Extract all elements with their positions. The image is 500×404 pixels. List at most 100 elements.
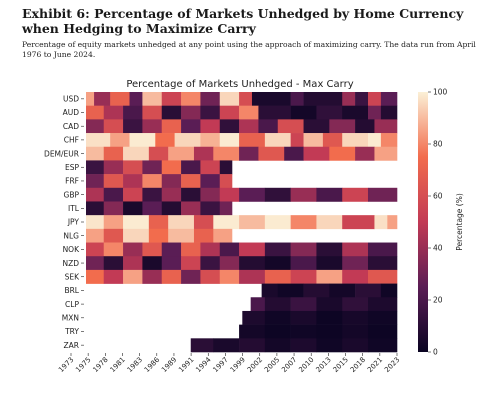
heatmap-cell-chf-10 bbox=[303, 133, 324, 148]
heatmap-cell-sek-8 bbox=[239, 269, 266, 284]
heatmap-cell-usd-1 bbox=[94, 92, 111, 106]
heatmap-cell-nzd-9 bbox=[264, 256, 291, 271]
heatmap-cell-jpy-8 bbox=[264, 215, 291, 230]
y-label-jpy: JPY bbox=[67, 218, 80, 227]
heatmap-cell-dem-eur-13 bbox=[374, 146, 398, 161]
heatmap-cell-gbp-7 bbox=[219, 187, 240, 202]
heatmap-cell-jpy-6 bbox=[213, 215, 240, 230]
heatmap-cell-zar-2 bbox=[239, 338, 266, 353]
heatmap-cell-frf-2 bbox=[123, 174, 143, 189]
heatmap-cell-frf-6 bbox=[200, 174, 221, 189]
x-label-1983: 1983 bbox=[126, 356, 144, 374]
heatmap-cell-clp-1 bbox=[264, 297, 291, 312]
heatmap-cell-sek-1 bbox=[103, 269, 124, 284]
heatmap-cell-dem-eur-3 bbox=[148, 146, 169, 161]
exhibit-header: Exhibit 6: Percentage of Markets Unhedge… bbox=[22, 6, 482, 60]
heatmap-cell-aud-1 bbox=[103, 105, 124, 120]
heatmap-cell-mxn-3 bbox=[316, 310, 343, 325]
heatmap-cell-nzd-3 bbox=[142, 256, 163, 271]
x-label-2015: 2015 bbox=[332, 356, 350, 374]
heatmap-cell-dem-eur-12 bbox=[355, 146, 375, 161]
heatmap-cell-frf-1 bbox=[103, 174, 124, 189]
x-label-1973: 1973 bbox=[57, 356, 75, 374]
heatmap-cell-brl-0 bbox=[261, 283, 279, 298]
heatmap-cell-jpy-4 bbox=[168, 215, 195, 230]
heatmap-cell-sek-12 bbox=[342, 269, 369, 284]
heatmap-cell-cad-4 bbox=[161, 119, 182, 134]
heatmap-cell-aud-7 bbox=[219, 105, 240, 120]
heatmap-cell-nzd-13 bbox=[367, 256, 398, 271]
heatmap-cell-nok-8 bbox=[239, 242, 266, 257]
heatmap-cell-jpy-11 bbox=[342, 215, 375, 230]
x-label-1986: 1986 bbox=[143, 355, 162, 374]
heatmap-cell-aud-5 bbox=[181, 105, 201, 120]
heatmap-cell-esp-6 bbox=[200, 160, 221, 175]
heatmap-cell-nzd-8 bbox=[239, 256, 266, 271]
heatmap-cell-nzd-6 bbox=[200, 256, 221, 271]
heatmap-cell-esp-1 bbox=[103, 160, 124, 175]
heatmap-cell-dem-eur-2 bbox=[123, 146, 150, 161]
x-label-1999: 1999 bbox=[229, 356, 247, 374]
heatmap-cell-zar-3 bbox=[264, 338, 291, 353]
heatmap-cell-clp-2 bbox=[290, 297, 317, 312]
heatmap-cell-nzd-12 bbox=[342, 256, 369, 271]
heatmap-cell-cad-9 bbox=[258, 119, 279, 134]
heatmap-cell-sek-10 bbox=[290, 269, 317, 284]
heatmap-cell-aud-2 bbox=[123, 105, 143, 120]
y-label-clp: CLP bbox=[65, 300, 79, 309]
y-label-try: TRY bbox=[64, 327, 79, 336]
heatmap-cell-try-0 bbox=[239, 324, 266, 339]
heatmap-cell-cad-0 bbox=[86, 119, 105, 134]
heatmap-cell-sek-0 bbox=[86, 269, 105, 284]
x-label-2018: 2018 bbox=[349, 356, 367, 374]
heatmap-cell-chf-6 bbox=[219, 133, 240, 148]
heatmap-cell-nok-6 bbox=[200, 242, 221, 257]
heatmap-cell-jpy-1 bbox=[103, 215, 124, 230]
heatmap-cell-jpy-13 bbox=[387, 215, 398, 230]
heatmap-cell-nzd-4 bbox=[161, 256, 182, 271]
heatmap-cell-gbp-13 bbox=[367, 187, 398, 202]
y-label-aud: AUD bbox=[63, 108, 80, 117]
heatmap-cell-cad-12 bbox=[329, 119, 356, 134]
heatmap-cell-jpy-5 bbox=[193, 215, 214, 230]
heatmap-cell-sek-6 bbox=[200, 269, 221, 284]
heatmap-cell-brl-3 bbox=[329, 283, 356, 298]
heatmap-cell-jpy-10 bbox=[316, 215, 343, 230]
y-label-gbp: GBP bbox=[64, 190, 80, 199]
heatmap-cell-chf-13 bbox=[367, 133, 382, 148]
x-axis-labels: 1973197519781981198319861989199119941997… bbox=[57, 353, 401, 374]
heatmap-cell-zar-7 bbox=[367, 338, 398, 353]
heatmap-cell-frf-5 bbox=[181, 174, 201, 189]
heatmap-cell-gbp-6 bbox=[200, 187, 221, 202]
heatmap-cell-aud-10 bbox=[290, 105, 317, 120]
y-axis-labels: USD AUD CAD CHF DEM/EUR ESP FRF GBP ITL JPY NLG NOK… bbox=[44, 95, 84, 350]
heatmap-cell-mxn-5 bbox=[367, 310, 398, 325]
x-label-2005: 2005 bbox=[263, 356, 281, 374]
heatmap-cell-gbp-0 bbox=[86, 187, 105, 202]
heatmap-cell-gbp-1 bbox=[103, 187, 124, 202]
heatmap-cell-nlg-2 bbox=[123, 228, 150, 243]
exhibit-subtitle: Percentage of equity markets unhedged at… bbox=[22, 40, 476, 59]
x-label-1997: 1997 bbox=[212, 356, 230, 374]
heatmap-cell-nok-3 bbox=[142, 242, 163, 257]
heatmap-cell-chf-8 bbox=[264, 133, 291, 148]
heatmap-cell-chf-9 bbox=[290, 133, 304, 148]
heatmap-cell-cad-1 bbox=[103, 119, 124, 134]
heatmap-cell-dem-eur-9 bbox=[284, 146, 304, 161]
heatmap-cell-itl-4 bbox=[161, 201, 182, 216]
x-label-2002: 2002 bbox=[246, 356, 264, 374]
x-label-2007: 2007 bbox=[280, 356, 298, 374]
heatmap-cell-aud-12 bbox=[342, 105, 369, 120]
heatmap-cell-jpy-2 bbox=[123, 215, 150, 230]
heatmap-cell-usd-0 bbox=[86, 92, 95, 106]
heatmap-cell-dem-eur-6 bbox=[213, 146, 240, 161]
heatmap-cell-jpy-12 bbox=[374, 215, 388, 230]
y-label-frf: FRF bbox=[65, 177, 79, 186]
heatmap-cell-cad-11 bbox=[303, 119, 330, 134]
heatmap-cell-sek-5 bbox=[181, 269, 201, 284]
heatmap-cell-nlg-3 bbox=[148, 228, 169, 243]
heatmap-cell-dem-eur-7 bbox=[239, 146, 259, 161]
heatmap-cell-aud-4 bbox=[161, 105, 182, 120]
colorbar-tick-label-20: 20 bbox=[433, 296, 443, 305]
heatmap-cell-usd-8 bbox=[219, 92, 240, 106]
